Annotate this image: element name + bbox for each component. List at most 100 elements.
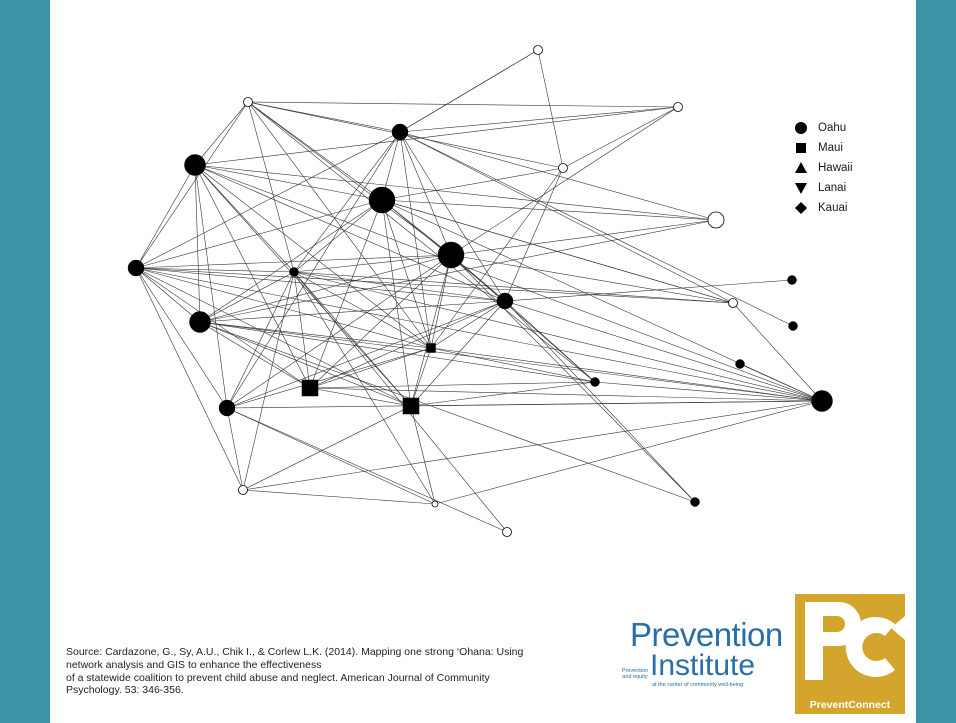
network-edge [411,382,595,406]
network-edge [195,165,716,220]
network-edge [382,200,411,406]
network-node-circle [534,46,543,55]
network-edge [227,408,243,490]
preventconnect-name: PreventConnect [795,699,905,711]
legend-label: Kauai [818,202,847,214]
network-edge [400,50,538,132]
network-node-circle [239,486,248,495]
logo-side-text: Prevention and equity [620,668,650,680]
network-node-circle [788,276,797,285]
citation-line: Source: Cardazone, G., Sy, A.U., Chik I.… [66,646,606,659]
network-edge [563,107,678,168]
citation-line: of a statewide coalition to prevent chil… [66,672,606,685]
network-edge [451,220,716,255]
network-edge [248,102,451,255]
network-node-square [403,398,419,414]
citation-line: Psychology. 53: 346-356. [66,684,606,697]
square-icon [788,141,814,155]
network-edge [248,102,678,107]
network-edge [200,200,382,322]
network-edge [400,132,451,255]
network-edge [505,301,595,382]
prevention-institute-logo: Prevention Prevention and equity Institu… [618,618,778,713]
network-node-circle [497,293,513,309]
network-edge [400,107,678,132]
network-edge [195,165,227,408]
network-edge [195,165,382,200]
triangle-down-icon [788,181,814,195]
network-diagram [50,0,916,600]
network-edge [200,220,716,322]
network-edge [136,200,382,268]
slide: Oahu Maui Hawaii Lanai Kauai Source: Car… [50,0,916,723]
pc-mark-icon [795,594,905,694]
source-citation: Source: Cardazone, G., Sy, A.U., Chik I.… [66,646,606,697]
network-node-circle [674,103,683,112]
network-node-circle [708,212,724,228]
legend-item-maui: Maui [788,138,853,158]
preventconnect-logo: PreventConnect [795,594,905,714]
legend-label: Lanai [818,182,846,194]
network-edge [294,272,310,388]
network-node-circle [812,391,833,412]
network-edge [400,132,431,348]
citation-line: network analysis and GIS to enhance the … [66,659,606,672]
network-edge [310,348,431,388]
legend-item-kauai: Kauai [788,198,853,218]
network-edge [243,401,822,490]
network-edge [243,406,411,490]
network-node-circle [128,260,144,276]
network-edge [227,348,431,408]
logo-word-prevention: Prevention [630,618,778,652]
network-edge [411,406,435,504]
network-edge [136,102,248,268]
network-edge [195,165,200,322]
network-node-circle [691,498,700,507]
network-node-circle [591,378,600,387]
network-edge [248,102,382,200]
network-node-circle [185,155,206,176]
network-edge [310,388,411,406]
network-node-circle [219,400,235,416]
network-edge [200,272,294,322]
network-edge [200,322,695,502]
network-edge [248,102,294,272]
network-edge [310,200,382,388]
legend-item-oahu: Oahu [788,118,853,138]
network-edge [136,132,400,268]
network-node-square [302,380,318,396]
network-edge [243,490,435,504]
network-node-circle [559,164,568,173]
network-node-circle [729,299,738,308]
network-edge [451,107,678,255]
network-node-circle [392,124,408,140]
legend-label: Hawaii [818,162,853,174]
network-edge [195,107,678,165]
network-edge [294,272,505,301]
network-edge [248,102,595,382]
network-edge [200,322,310,388]
network-edge [382,168,563,200]
diamond-icon [788,201,814,215]
network-edge [227,408,435,504]
network-edge [227,408,507,532]
network-node-square [427,344,436,353]
network-node-circle [438,242,464,268]
network-edge [294,272,822,401]
legend-label: Oahu [818,122,846,134]
network-node-circle [789,322,798,331]
logo-word-institute: Institute [650,652,755,680]
network-edge [136,268,310,388]
network-edge [538,50,563,168]
network-node-circle [736,360,745,369]
network-node-circle [290,268,299,277]
network-node-circle [432,501,438,507]
network-node-circle [369,187,395,213]
network-edge [400,132,733,303]
legend-label: Maui [818,142,843,154]
network-node-circle [503,528,512,537]
network-edge [435,401,822,504]
network-edge [195,102,248,165]
network-node-circle [244,98,253,107]
legend-item-lanai: Lanai [788,178,853,198]
